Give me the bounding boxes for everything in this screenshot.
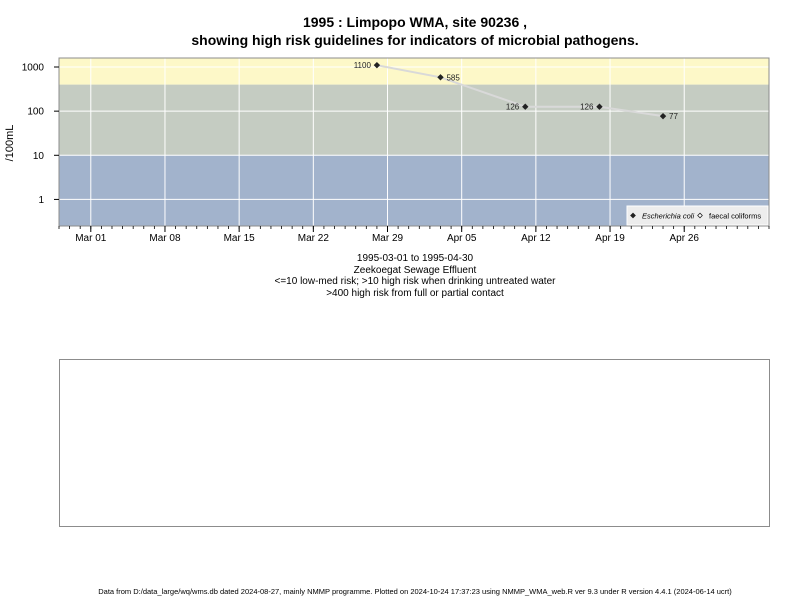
- data-label: 126: [580, 103, 594, 112]
- data-point: [522, 103, 529, 110]
- subtitle-site-name: Zeekoegat Sewage Effluent: [353, 264, 477, 276]
- data-label: 126: [506, 103, 520, 112]
- subtitle-risk-line-1: <=10 low-med risk; >10 high risk when dr…: [274, 276, 556, 287]
- x-tick-label-4: Mar 29: [372, 233, 404, 244]
- y-tick-label-1: 10: [33, 151, 45, 162]
- legend-open-diamond-icon: [697, 212, 703, 219]
- plot-frame: [58, 57, 770, 227]
- y-axis: 1 10 100 1000: [22, 63, 59, 206]
- legend-filled-diamond-icon: [630, 212, 636, 219]
- chart-title-line-1: 1995 : Limpopo WMA, site 90236 ,: [302, 14, 528, 30]
- y-tick-label-2: 100: [27, 107, 44, 118]
- x-tick-label-2: Mar 15: [224, 233, 256, 244]
- risk-band-1: [59, 84, 769, 156]
- x-tick-label-0: Mar 01: [75, 233, 107, 244]
- y-tick-label-0: 1: [38, 195, 44, 206]
- data-point: [596, 103, 603, 110]
- grid-lines: [59, 58, 769, 226]
- data-point: [659, 112, 667, 120]
- y-axis-label: /100mL: [4, 125, 16, 162]
- x-tick-label-3: Mar 22: [298, 233, 330, 244]
- x-tick-label-5: Apr 05: [447, 233, 477, 244]
- data-label: 585: [446, 73, 460, 82]
- x-axis: Mar 01 Mar 08 Mar 15 Mar 22 Mar 29 Apr 05 Apr …: [58, 226, 770, 244]
- data-point: [437, 74, 444, 81]
- subtitle-risk-line-2: >400 high risk from full or partial cont…: [326, 287, 504, 299]
- subtitle-date-range: 1995-03-01 to 1995-04-30: [356, 253, 474, 264]
- x-tick-label-6: Apr 12: [521, 233, 551, 244]
- x-tick-label-8: Apr 26: [669, 233, 699, 244]
- legend: Escherichia coli faecal coliforms: [626, 205, 769, 226]
- x-tick-label-1: Mar 08: [149, 233, 181, 244]
- empty-panel: [59, 359, 770, 527]
- data-label: 1100: [354, 61, 372, 70]
- series-layer: 1100 585 126 126 77: [354, 61, 679, 121]
- risk-bands: [59, 58, 769, 226]
- footer-note: Data from D:/data_large/wq/wms.db dated …: [98, 587, 732, 596]
- y-tick-label-3: 1000: [22, 63, 45, 74]
- chart-title-line-2: showing high risk guidelines for indicat…: [191, 32, 639, 48]
- data-label: 77: [669, 112, 678, 121]
- x-tick-label-7: Apr 19: [595, 233, 625, 244]
- legend-label-0: Escherichia coli: [642, 211, 694, 220]
- data-point: [373, 61, 381, 69]
- legend-label-1: faecal coliforms: [709, 211, 761, 220]
